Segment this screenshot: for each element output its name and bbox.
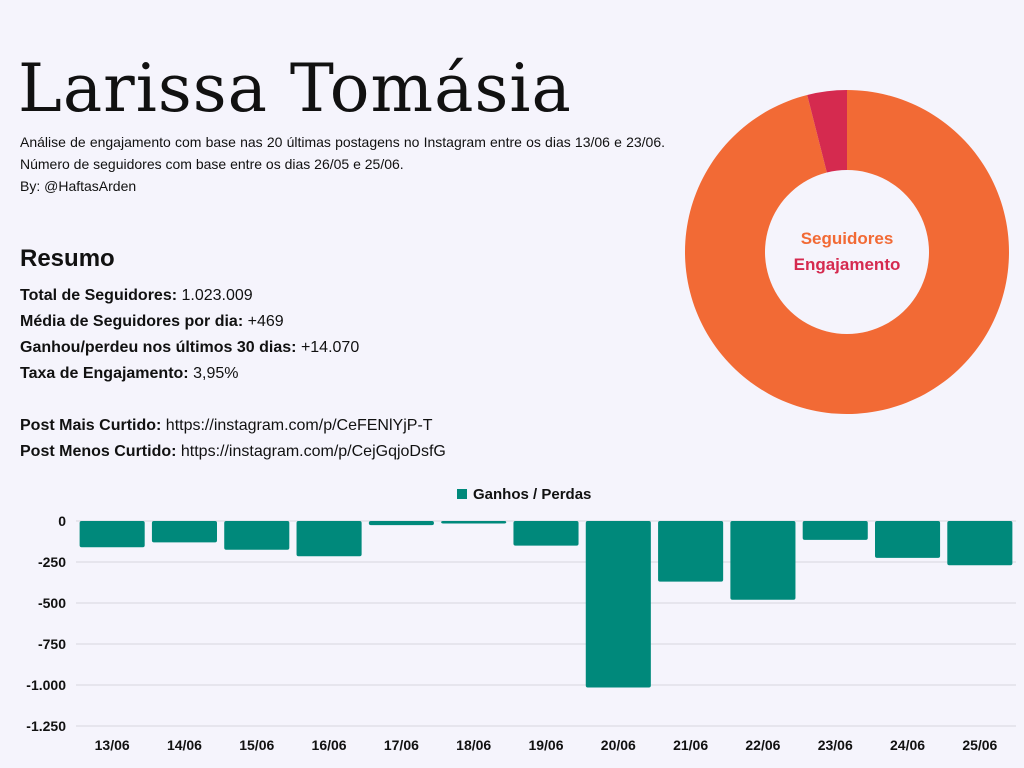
stat-total-followers: Total de Seguidores: 1.023.009 [20,285,253,307]
description: Análise de engajamento com base nas 20 ú… [20,134,665,172]
x-tick-label: 19/06 [528,737,563,753]
post-label: Post Mais Curtido: [20,417,162,434]
bar-23-06 [802,521,868,540]
stat-gain-loss-30-days: Ganhou/perdeu nos últimos 30 dias: +14.0… [20,337,359,359]
post-link[interactable]: https://instagram.com/p/CejGqjoDsfG [180,443,446,460]
stat-value: 1.023.009 [181,287,253,304]
bar-25-06 [947,521,1013,566]
x-tick-label: 14/06 [167,737,202,753]
stat-value: +14.070 [300,339,360,356]
x-tick-label: 23/06 [818,737,853,753]
donut-label-followers: Seguidores [801,229,894,248]
most-liked-post: Post Mais Curtido: https://instagram.com… [20,415,433,437]
x-tick-label: 15/06 [239,737,274,753]
x-tick-label: 22/06 [745,737,780,753]
chart-legend: Ganhos / Perdas [457,486,591,503]
bar-13-06 [79,521,145,548]
stat-label: Taxa de Engajamento: [20,365,189,382]
x-tick-label: 25/06 [962,737,997,753]
stat-engagement-rate: Taxa de Engajamento: 3,95% [20,363,238,385]
x-tick-label: 18/06 [456,737,491,753]
stat-label: Total de Seguidores: [20,287,178,304]
bar-15-06 [224,521,290,550]
donut-label-engagement: Engajamento [794,255,901,274]
stat-value: +469 [247,313,284,330]
stat-label: Ganhou/perdeu nos últimos 30 dias: [20,339,297,356]
x-tick-label: 20/06 [601,737,636,753]
x-tick-label: 13/06 [95,737,130,753]
bar-20-06 [585,521,651,688]
bar-14-06 [151,521,217,543]
donut-slice-seguidores [685,90,1009,415]
least-liked-post: Post Menos Curtido: https://instagram.co… [20,441,446,463]
y-tick-label: -1.250 [26,718,66,734]
page-title: Larissa Tomásia [18,50,572,127]
stat-value: 3,95% [193,365,239,382]
x-tick-label: 16/06 [312,737,347,753]
legend-swatch [457,489,467,499]
bar-18-06 [441,521,507,524]
x-tick-label: 21/06 [673,737,708,753]
engagement-donut-chart: Seguidores Engajamento [685,90,1009,415]
y-tick-label: -1.000 [26,677,66,693]
stat-label: Média de Seguidores por dia: [20,313,244,330]
bar-17-06 [368,521,434,526]
x-tick-label: 24/06 [890,737,925,753]
y-tick-label: -750 [38,636,66,652]
x-tick-label: 17/06 [384,737,419,753]
post-link[interactable]: https://instagram.com/p/CeFENlYjP-T [165,417,433,434]
bar-24-06 [875,521,941,558]
y-tick-label: -500 [38,595,66,611]
gains-losses-bar-chart: Ganhos / Perdas 0 -250 -500 -750 -1.000 -1.25… [26,486,1016,753]
bar-21-06 [658,521,724,582]
y-tick-label: -250 [38,554,66,570]
y-tick-label: 0 [58,513,66,529]
bar-16-06 [296,521,362,557]
donut-slice-engajamento [807,90,847,173]
summary-heading: Resumo [20,245,115,272]
bar-22-06 [730,521,796,600]
byline: By: @HaftasArden [20,178,137,194]
post-label: Post Menos Curtido: [20,443,177,460]
bar-19-06 [513,521,579,546]
stat-avg-followers-per-day: Média de Seguidores por dia: +469 [20,311,284,333]
legend-label: Ganhos / Perdas [473,486,591,503]
